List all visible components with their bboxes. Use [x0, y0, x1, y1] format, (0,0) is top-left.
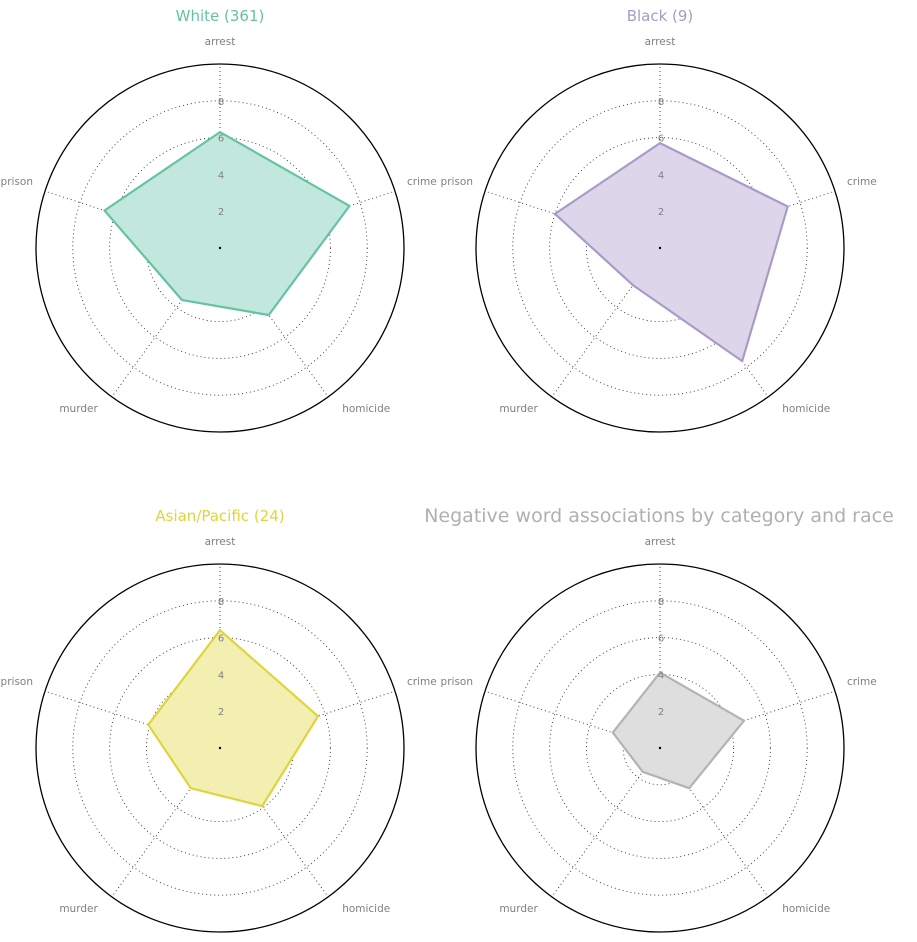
- axis-label-homicide: homicide: [782, 403, 830, 415]
- axis-label-murder: murder: [59, 903, 98, 915]
- axis-label-homicide: homicide: [342, 903, 390, 915]
- series-polygon: [103, 131, 351, 317]
- grid-spoke: [551, 747, 661, 898]
- radial-tick-label: 8: [658, 97, 664, 108]
- radial-tick-label: 6: [218, 134, 224, 145]
- grid-spoke: [219, 747, 329, 898]
- radial-tick-label: 8: [658, 597, 664, 608]
- axis-label-crime: crime: [847, 176, 877, 188]
- grid-circle: [512, 600, 808, 896]
- grid-spoke: [219, 247, 329, 398]
- axis-label-prison: prison: [1, 176, 33, 188]
- figure-title: Negative word associations by category a…: [424, 505, 894, 527]
- axis-label-murder: murder: [59, 403, 98, 415]
- axis-label-arrest: arrest: [205, 36, 236, 48]
- center-dot: [218, 746, 222, 750]
- grid-circle: [72, 100, 368, 396]
- grid-spoke: [659, 690, 836, 749]
- radial-tick-label: 4: [658, 670, 664, 681]
- axis-label-prison: prison: [441, 676, 473, 688]
- axis-label-arrest: arrest: [645, 536, 676, 548]
- grid-circle: [72, 600, 368, 896]
- radar-panel: 2 4 6 8 arrest crime homicide murder prison: [441, 536, 877, 933]
- center-dot: [658, 746, 662, 750]
- series-polygon: [611, 671, 746, 790]
- outer-circle: [35, 63, 405, 433]
- panel-title: Asian/Pacific (24): [155, 507, 284, 525]
- panel-title: White (361): [176, 7, 265, 25]
- series-polygon: [553, 142, 789, 363]
- grid-spoke: [484, 690, 661, 749]
- series-polygon: [147, 629, 320, 808]
- radial-tick-label: 2: [658, 207, 664, 218]
- radial-tick-label: 8: [218, 97, 224, 108]
- axis-label-murder: murder: [499, 403, 538, 415]
- radar-panel: 2 4 6 8 arrest crime homicide murder prison White…: [1, 7, 437, 433]
- axis-label-crime: crime: [847, 676, 877, 688]
- grid-circle: [109, 637, 331, 859]
- radial-tick-label: 2: [658, 707, 664, 718]
- axis-label-murder: murder: [499, 903, 538, 915]
- axis-label-homicide: homicide: [342, 403, 390, 415]
- radial-tick-label: 6: [218, 634, 224, 645]
- grid-spoke: [659, 747, 769, 898]
- axis-label-arrest: arrest: [205, 536, 236, 548]
- outer-circle: [475, 563, 845, 933]
- grid-circle: [109, 137, 331, 359]
- radial-tick-label: 2: [218, 707, 224, 718]
- grid-spoke: [111, 747, 221, 898]
- panel-title: Black (9): [627, 7, 694, 25]
- radial-tick-label: 4: [658, 170, 664, 181]
- grid-spoke: [111, 247, 221, 398]
- radial-tick-label: 2: [218, 207, 224, 218]
- radar-panel: 2 4 6 8 arrest crime homicide murder prison Asian…: [1, 507, 437, 933]
- radial-tick-label: 4: [218, 670, 224, 681]
- radar-panel: 2 4 6 8 arrest crime homicide murder prison Black…: [441, 7, 877, 433]
- radial-tick-label: 6: [658, 134, 664, 145]
- center-dot: [658, 246, 662, 250]
- axis-label-prison: prison: [1, 676, 33, 688]
- grid-circle: [512, 100, 808, 396]
- radial-tick-label: 6: [658, 634, 664, 645]
- grid-spoke: [551, 247, 661, 398]
- axis-label-arrest: arrest: [645, 36, 676, 48]
- radial-tick-label: 4: [218, 170, 224, 181]
- grid-spoke: [44, 690, 221, 749]
- center-dot: [218, 246, 222, 250]
- axis-label-homicide: homicide: [782, 903, 830, 915]
- axis-label-crime: crime: [407, 176, 437, 188]
- axis-label-prison: prison: [441, 176, 473, 188]
- grid-circle: [585, 673, 735, 823]
- outer-circle: [475, 63, 845, 433]
- grid-circle: [549, 637, 771, 859]
- axis-label-crime: crime: [407, 676, 437, 688]
- outer-circle: [35, 563, 405, 933]
- radial-tick-label: 8: [218, 597, 224, 608]
